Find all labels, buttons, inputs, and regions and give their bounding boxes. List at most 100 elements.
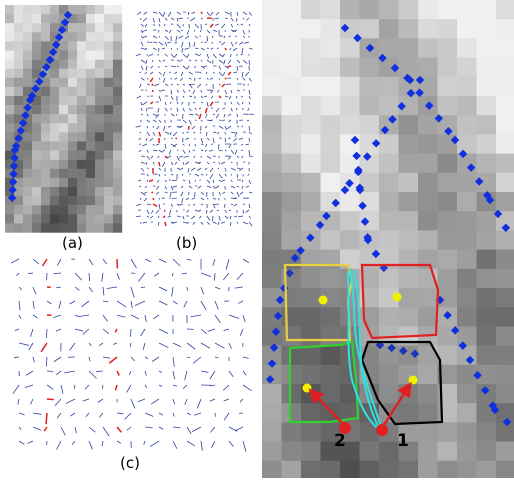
vector — [145, 427, 153, 428]
pixel — [5, 105, 14, 114]
vector — [102, 385, 103, 389]
vector — [183, 385, 187, 389]
vector — [207, 48, 209, 49]
vector — [102, 441, 103, 446]
pixel — [282, 96, 302, 116]
vector — [243, 441, 246, 452]
pixel — [379, 211, 399, 231]
vector — [173, 399, 175, 404]
pixel — [496, 403, 514, 423]
vector — [218, 144, 219, 149]
pixel — [5, 214, 14, 223]
pixel — [321, 211, 341, 231]
pixel — [457, 422, 477, 442]
vector — [138, 399, 145, 402]
pixel — [77, 14, 86, 23]
vector — [144, 441, 145, 445]
pixel — [32, 151, 41, 160]
vector — [18, 399, 19, 405]
pixel — [41, 96, 50, 105]
pixel — [379, 442, 399, 462]
pixel — [50, 160, 59, 169]
pixel — [477, 461, 497, 478]
vector — [145, 413, 153, 417]
pixel — [301, 38, 321, 58]
pixel — [262, 0, 282, 20]
vector — [30, 399, 33, 404]
pixel — [41, 87, 50, 96]
pixel — [41, 105, 50, 114]
pixel — [321, 134, 341, 154]
pixel — [418, 38, 438, 58]
pixel — [360, 19, 380, 39]
pixel — [50, 169, 59, 178]
vector — [159, 259, 166, 263]
vector — [213, 132, 217, 133]
vector — [19, 287, 22, 290]
pixel — [340, 115, 360, 135]
vector — [141, 329, 145, 336]
vector — [238, 301, 243, 303]
pixel — [379, 96, 399, 116]
vector — [117, 413, 123, 414]
pixel — [418, 173, 438, 193]
vector — [153, 315, 159, 319]
vector — [219, 78, 220, 80]
vector — [195, 180, 196, 182]
vector — [33, 315, 37, 318]
origin-marker — [376, 424, 388, 436]
vector — [159, 162, 160, 166]
pixel — [399, 0, 419, 20]
pixel — [95, 60, 104, 69]
pixel — [104, 169, 113, 178]
pixel — [379, 154, 399, 174]
pixel — [496, 269, 514, 289]
vector — [187, 343, 195, 349]
vector — [117, 273, 119, 280]
pixel — [95, 51, 104, 60]
pixel — [496, 346, 514, 366]
pixel — [457, 307, 477, 327]
pixel — [477, 326, 497, 346]
pixel — [457, 134, 477, 154]
pixel — [262, 96, 282, 116]
vector — [249, 60, 250, 65]
pixel — [399, 115, 419, 135]
pixel — [399, 461, 419, 478]
vector — [41, 343, 47, 352]
vector — [201, 90, 202, 93]
pixel — [77, 60, 86, 69]
pixel — [14, 41, 23, 50]
pixel — [399, 19, 419, 39]
pixel — [496, 442, 514, 462]
pixel — [77, 105, 86, 114]
pixel — [104, 114, 113, 123]
vector — [116, 385, 117, 390]
pixel — [23, 196, 32, 205]
pixel — [77, 41, 86, 50]
pixel — [457, 365, 477, 385]
pixel — [321, 115, 341, 135]
pixel — [59, 87, 68, 96]
pixel — [262, 211, 282, 231]
pixel — [14, 87, 23, 96]
pixel — [41, 196, 50, 205]
pixel — [457, 288, 477, 308]
pixel — [321, 461, 341, 478]
pixel — [262, 250, 282, 270]
pixel — [5, 23, 14, 32]
pixel — [340, 58, 360, 78]
vector — [173, 385, 177, 386]
vector — [131, 301, 132, 308]
pixel — [113, 142, 122, 151]
pixel — [301, 192, 321, 212]
vector — [152, 60, 153, 62]
pixel — [32, 214, 41, 223]
pixel — [282, 38, 302, 58]
pixel — [50, 87, 59, 96]
pixel — [5, 132, 14, 141]
vector — [103, 427, 109, 436]
pixel — [95, 87, 104, 96]
marker-label: 1 — [397, 431, 409, 451]
pixel — [438, 38, 458, 58]
